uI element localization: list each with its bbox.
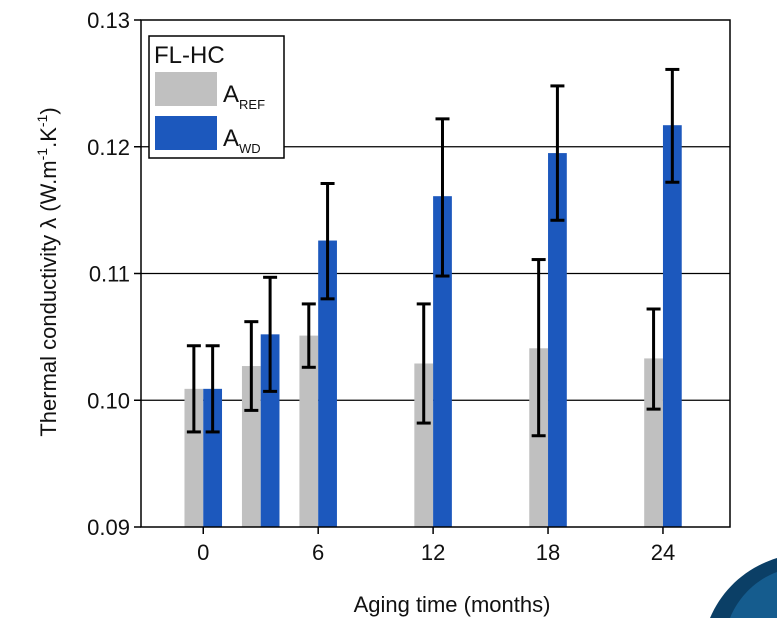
y-tick-label: 0.12 [87, 135, 130, 160]
legend-title: FL-HC [154, 42, 225, 69]
x-tick-label: 12 [421, 540, 445, 565]
y-tick-label: 0.10 [87, 388, 130, 413]
x-axis-title: Aging time (months) [354, 592, 551, 617]
bar-a-ref [644, 358, 663, 527]
x-tick-label: 6 [312, 540, 324, 565]
y-axis-title-sup2: -1 [34, 114, 50, 127]
legend-swatch-aref [155, 72, 217, 106]
y-tick-label: 0.13 [87, 8, 130, 33]
error-bars [186, 67, 680, 438]
y-axis: 0.09 0.10 0.11 0.12 0.13 [87, 8, 141, 540]
x-tick-label: 24 [651, 540, 675, 565]
y-tick-label: 0.11 [89, 262, 130, 287]
y-axis-title-main: Thermal conductivity λ (W.m [36, 160, 61, 436]
legend-label-awd-sub: WD [239, 141, 261, 156]
legend: FL-HC AREF AWD [148, 35, 285, 159]
bar-a-ref [184, 388, 204, 527]
bar-a-wd [662, 125, 682, 527]
x-tick-label: 18 [536, 540, 560, 565]
legend-label-awd-base: A [223, 125, 239, 152]
y-axis-title-sup1: -1 [34, 148, 50, 161]
y-tick-label: 0.09 [87, 515, 130, 540]
bar-a-wd [318, 240, 337, 528]
bar-a-ref [299, 335, 319, 527]
y-axis-title-end: ) [36, 107, 61, 114]
x-tick-label: 0 [197, 540, 209, 565]
logo-fragment [710, 558, 777, 618]
legend-label-aref-base: A [223, 81, 239, 108]
legend-label-awd: AWD [223, 125, 261, 156]
bar-a-wd [203, 388, 223, 527]
x-axis: 0 6 12 18 24 [197, 527, 675, 565]
bar-a-wd [548, 153, 567, 527]
legend-swatch-awd [155, 116, 217, 150]
y-axis-title: Thermal conductivity λ (W.m-1.K-1) [34, 107, 61, 436]
bars [184, 125, 682, 528]
bar-a-ref [529, 348, 549, 527]
bar-a-wd [433, 196, 452, 527]
bar-a-ref [241, 366, 261, 527]
bar-a-ref [414, 363, 434, 527]
y-axis-title-mid: .K [36, 127, 61, 148]
legend-label-aref: AREF [223, 81, 265, 112]
legend-label-aref-sub: REF [239, 97, 265, 112]
bar-a-wd [260, 334, 280, 527]
